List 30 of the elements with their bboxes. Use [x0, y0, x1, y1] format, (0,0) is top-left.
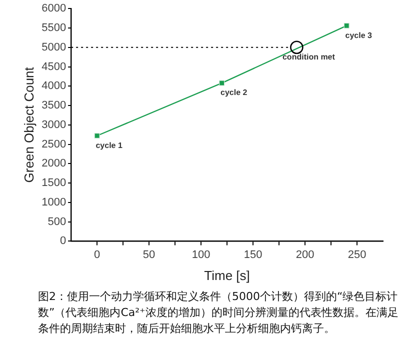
x-tick-label: 150	[244, 248, 262, 261]
caption: 图2：使用一个动力学循环和定义条件（5000个计数）得到的“绿色目标计数”（代表细胞内Ca²⁺浓度的增加）的时间分辨测量的代表性数据。在满足条件的周期结束时，随后开始细胞水平上分析细胞内钙离子。	[38, 289, 400, 337]
y-tick-label: 0	[60, 235, 66, 248]
x-tick-label: 100	[192, 248, 210, 261]
y-tick-label: 2000	[42, 158, 66, 170]
y-axis-title: Green Object Count	[21, 66, 36, 183]
y-tick-label: 5500	[42, 22, 66, 34]
x-axis-title: Time [s]	[204, 268, 250, 283]
y-tick-label: 500	[48, 216, 66, 228]
y-tick-label: 4500	[42, 60, 66, 73]
annotation: cycle 3	[345, 30, 372, 40]
x-tick-label: 50	[142, 248, 156, 261]
point	[94, 132, 100, 139]
y-tick-label: 1000	[42, 196, 66, 208]
y-tick-label: 3500	[42, 100, 66, 112]
y-tick-label: 4000	[42, 80, 66, 92]
annotation: condition met	[282, 52, 336, 62]
y-tick-label: 1500	[42, 177, 66, 190]
y-tick-label: 2500	[42, 138, 66, 150]
point	[290, 40, 304, 54]
point	[219, 80, 225, 86]
x-tick-label: 200	[296, 248, 314, 261]
y-tick-label: 3000	[42, 118, 66, 131]
annotation: cycle 2	[220, 88, 248, 98]
y-tick-label: 6000	[42, 2, 66, 15]
y-tick-label: 5000	[42, 41, 66, 54]
x-tick-label: 250	[348, 248, 366, 261]
x-tick-label: 0	[94, 248, 100, 261]
point	[344, 22, 350, 28]
annotation: cycle 1	[96, 140, 123, 150]
